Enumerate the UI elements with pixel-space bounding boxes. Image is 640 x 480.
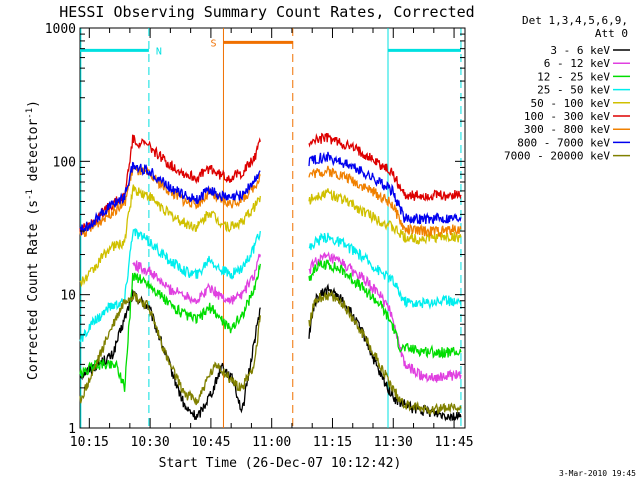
legend-label: 800 - 7000 keV: [517, 136, 610, 149]
y-tick-label: 1000: [45, 22, 76, 37]
x-tick-label: 10:15: [70, 435, 109, 450]
legend-label: 3 - 6 keV: [550, 44, 610, 57]
flag-label: N: [156, 46, 162, 57]
y-axis-label: Corrected Count Rate (s-1 detector-1): [25, 100, 41, 380]
legend-label: 12 - 25 keV: [537, 70, 610, 83]
series-line-0-1: [308, 283, 462, 422]
y-tick-label: 100: [53, 155, 76, 170]
series-line-3-1: [308, 232, 462, 310]
series-line-5-1: [308, 132, 462, 202]
x-tick-label: 10:30: [131, 435, 170, 450]
x-tick-label: 11:00: [252, 435, 291, 450]
x-tick-label: 11:30: [374, 435, 413, 450]
y-axis-label-end: ): [26, 100, 41, 108]
legend-label: 300 - 800 keV: [524, 123, 610, 136]
series-line-6-1: [308, 165, 462, 239]
series-line-1-0: [132, 253, 261, 305]
y-axis-label-sup2: -1: [25, 108, 35, 119]
series-line-2-0: [79, 263, 261, 392]
y-axis-label-mid: detector: [26, 119, 41, 190]
date-stamp: 3-Mar-2010 19:45: [559, 469, 636, 478]
series-line-7-1: [308, 151, 462, 225]
y-tick-label: 10: [60, 289, 76, 304]
series-line-1-1: [308, 251, 462, 383]
series-line-4-0: [79, 184, 261, 288]
series-line-7-0: [79, 161, 261, 236]
flag-label: S: [210, 38, 216, 49]
y-tick-label: 1: [68, 422, 76, 437]
series-line-8-1: [308, 289, 462, 416]
legend-header-line2: Att 0: [595, 27, 628, 40]
series-line-2-1: [308, 259, 462, 359]
y-axis-label-main: Corrected Count Rate (s: [26, 200, 41, 380]
chart-title: HESSI Observing Summary Count Rates, Cor…: [59, 3, 474, 21]
legend-label: 7000 - 20000 keV: [504, 150, 610, 163]
plot-area: NS: [79, 27, 466, 429]
x-tick-label: 10:45: [191, 435, 230, 450]
series-line-8-0: [79, 291, 261, 406]
x-tick-label: 11:15: [313, 435, 352, 450]
y-axis-label-sup1: -1: [25, 189, 35, 200]
legend-label: 50 - 100 keV: [531, 97, 611, 110]
series-line-4-1: [308, 188, 462, 245]
x-axis: 10:15 10:30 10:45 11:00 11:15 11:30 11:45: [70, 28, 474, 450]
x-tick-label: 11:45: [434, 435, 473, 450]
y-axis: 1 10 100 1000: [45, 22, 465, 437]
legend-label: 100 - 300 keV: [524, 110, 610, 123]
x-axis-label: Start Time (26-Dec-07 10:12:42): [159, 456, 402, 471]
plot-frame: [79, 27, 466, 429]
legend-label: 25 - 50 keV: [537, 84, 610, 97]
series-line-3-0: [79, 227, 261, 343]
legend-header-line1: Det 1,3,4,5,6,9,: [522, 14, 628, 27]
legend-label: 6 - 12 keV: [544, 57, 611, 70]
